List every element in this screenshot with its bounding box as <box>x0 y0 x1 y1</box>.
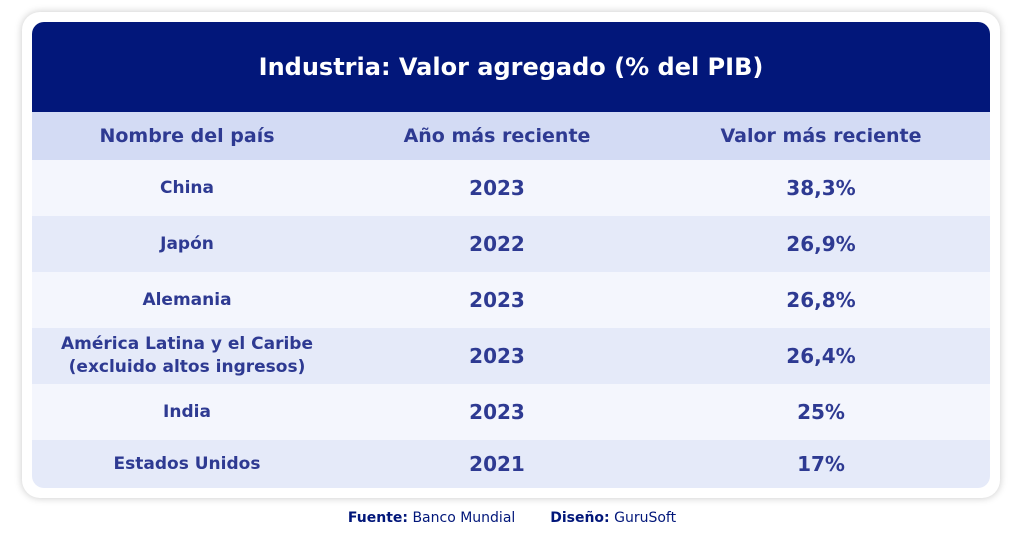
cell-value: 26,9% <box>786 232 856 256</box>
table-row: Japón 2022 26,9% <box>32 216 990 272</box>
cell-year: 2021 <box>469 452 525 476</box>
cell-value: 25% <box>797 400 845 424</box>
footer-credits: Fuente: Banco Mundial Diseño: GuruSoft <box>0 510 1024 526</box>
source-value: Banco Mundial <box>412 510 516 526</box>
table-row: Alemania 2023 26,8% <box>32 272 990 328</box>
column-header-year: Año más reciente <box>403 125 591 147</box>
table-row: China 2023 38,3% <box>32 160 990 216</box>
column-header-value: Valor más reciente <box>720 125 922 147</box>
cell-country: China <box>160 177 214 198</box>
table-row: Estados Unidos 2021 17% <box>32 440 990 488</box>
table-header-row: Nombre del país Año más reciente Valor m… <box>32 112 990 160</box>
table-row: América Latina y el Caribe (excluido alt… <box>32 328 990 384</box>
cell-country: Japón <box>160 233 214 254</box>
table-inner: Industria: Valor agregado (% del PIB) No… <box>32 22 990 488</box>
cell-year: 2023 <box>469 344 525 368</box>
cell-value: 26,8% <box>786 288 856 312</box>
table-row: India 2023 25% <box>32 384 990 440</box>
table-title: Industria: Valor agregado (% del PIB) <box>32 22 990 112</box>
cell-year: 2022 <box>469 232 525 256</box>
cell-country: India <box>163 401 211 422</box>
table-card: Industria: Valor agregado (% del PIB) No… <box>22 12 1000 498</box>
column-header-country: Nombre del país <box>99 125 275 147</box>
cell-year: 2023 <box>469 400 525 424</box>
cell-country: América Latina y el Caribe (excluido alt… <box>61 334 313 377</box>
design-label: Diseño: <box>550 510 610 526</box>
design-value: GuruSoft <box>614 510 677 526</box>
cell-year: 2023 <box>469 176 525 200</box>
cell-value: 26,4% <box>786 344 856 368</box>
cell-year: 2023 <box>469 288 525 312</box>
source-label: Fuente: <box>347 510 408 526</box>
cell-value: 17% <box>797 452 845 476</box>
cell-country: Alemania <box>142 289 232 310</box>
cell-country: Estados Unidos <box>113 453 261 474</box>
cell-value: 38,3% <box>786 176 856 200</box>
